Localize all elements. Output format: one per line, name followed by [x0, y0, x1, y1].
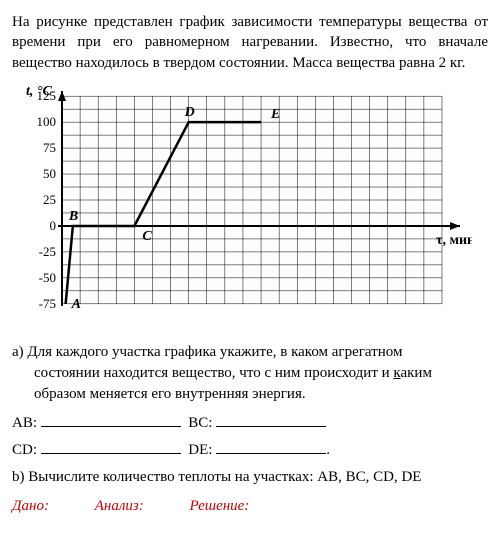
problem-statement: На рисунке представлен график зависимост… [12, 12, 488, 73]
svg-text:100: 100 [37, 114, 57, 129]
footer-given: Дано: [12, 498, 49, 514]
blank-cd[interactable] [41, 438, 181, 454]
question-a-line3: образом меняется его внутренняя энергия. [12, 384, 488, 405]
blank-bc[interactable] [216, 411, 326, 427]
svg-text:25: 25 [43, 192, 56, 207]
svg-text:C: C [142, 229, 152, 244]
label-bc: BC: [188, 415, 212, 431]
question-a: a) Для каждого участка графика укажите, … [12, 342, 488, 405]
svg-text:-75: -75 [39, 296, 56, 311]
label-de: DE: [188, 442, 212, 458]
footer-analysis: Анализ: [95, 498, 144, 514]
svg-text:t, °C: t, °C [26, 84, 52, 99]
svg-text:0: 0 [50, 218, 57, 233]
label-ab: AB: [12, 415, 37, 431]
label-cd: CD: [12, 442, 37, 458]
svg-text:-25: -25 [39, 244, 56, 259]
svg-text:75: 75 [43, 140, 56, 155]
svg-text:50: 50 [43, 166, 56, 181]
footer-solution: Решение: [189, 498, 249, 514]
question-a-line2: состоянии находится вещество, что с ним … [12, 363, 488, 384]
svg-text:A: A [71, 297, 81, 312]
question-a-line1: a) Для каждого участка графика укажите, … [12, 342, 488, 363]
svg-text:τ, мин: τ, мин [436, 233, 472, 248]
temperature-chart: -75-50-250255075100125t, °Cτ, минABCDE [12, 79, 488, 334]
blank-de[interactable] [216, 438, 326, 454]
svg-text:E: E [270, 107, 280, 122]
svg-text:-50: -50 [39, 270, 56, 285]
footer-row: Дано: Анализ: Решение: [12, 498, 488, 515]
blanks-row-1: AB: BC: [12, 411, 488, 432]
blanks-row-2: CD: DE: . [12, 438, 488, 459]
svg-text:B: B [68, 209, 78, 224]
svg-text:D: D [184, 105, 195, 120]
blank-ab[interactable] [41, 411, 181, 427]
question-b: b) Вычислите количество теплоты на участ… [12, 469, 488, 486]
